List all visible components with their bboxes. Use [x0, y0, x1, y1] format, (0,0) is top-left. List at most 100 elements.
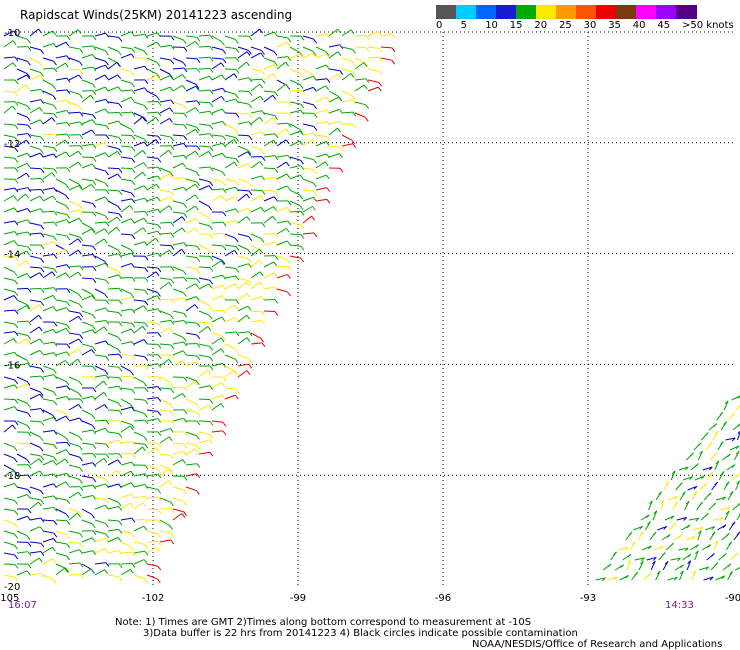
wind-barb-flag: [195, 448, 200, 454]
wind-barb-flag: [286, 259, 291, 264]
wind-barb: [302, 68, 313, 75]
wind-barb-flag: [194, 194, 199, 200]
wind-barb-flag: [25, 193, 29, 199]
wind-barb-flag: [53, 369, 57, 374]
wind-barb: [42, 352, 54, 356]
wind-barb-flag: [274, 155, 279, 160]
wind-barb: [172, 211, 184, 214]
wind-barb-flag: [221, 74, 226, 80]
wind-barb: [3, 240, 15, 246]
wind-barb: [68, 541, 80, 544]
wind-barb-flag: [155, 447, 160, 453]
wind-barb-flag: [91, 163, 96, 169]
legend-color-2: [476, 5, 497, 19]
wind-barb: [146, 90, 157, 97]
wind-barb: [16, 260, 27, 268]
wind-barb-flag: [170, 508, 175, 513]
wind-barb-flag: [222, 335, 226, 341]
wind-barb-flag: [14, 363, 19, 369]
wind-barb: [94, 497, 106, 501]
wind-barb: [172, 486, 184, 491]
wind-barb: [172, 101, 184, 106]
wind-barb: [697, 450, 703, 461]
wind-barb-flag: [143, 382, 148, 387]
wind-barb: [55, 200, 67, 207]
wind-barb: [159, 68, 170, 75]
wind-barb-flag: [365, 104, 370, 109]
wind-barb-flag: [300, 234, 305, 239]
wind-barb: [146, 271, 157, 279]
wind-barb: [276, 206, 288, 213]
wind-barb: [16, 362, 28, 367]
wind-barb: [3, 530, 15, 535]
wind-barb: [159, 409, 171, 412]
wind-barb: [55, 481, 66, 488]
wind-barb: [94, 86, 106, 92]
wind-barb: [146, 57, 158, 63]
wind-barb: [250, 319, 262, 323]
wind-barb: [107, 353, 120, 356]
wind-barb: [133, 33, 145, 37]
wind-barb-flag: [299, 205, 304, 210]
wind-barb: [107, 211, 119, 215]
wind-barb: [146, 175, 158, 180]
wind-barb-flag: [130, 482, 135, 488]
wind-barb: [159, 86, 171, 92]
wind-barb: [289, 156, 301, 161]
wind-barb-flag: [27, 133, 32, 138]
wind-barb-flag: [233, 304, 238, 310]
wind-barb: [237, 255, 249, 260]
wind-barb-flag: [53, 221, 58, 227]
wind-barb-flag: [182, 292, 187, 297]
wind-barb-flag: [65, 534, 70, 539]
wind-barb: [185, 321, 197, 324]
wind-barb: [3, 470, 14, 477]
wind-barb-flag: [143, 305, 148, 311]
wind-barb: [107, 57, 119, 64]
wind-barb-flag: [157, 363, 162, 368]
wind-barb-flag: [130, 328, 135, 334]
wind-barb-flag: [116, 62, 121, 67]
wind-barb-flag: [325, 85, 330, 91]
wind-barb: [81, 494, 93, 499]
wind-barb-flag: [234, 237, 239, 243]
wind-barb-flag: [673, 576, 678, 581]
wind-barb-flag: [719, 441, 724, 445]
wind-barb-flag: [209, 365, 214, 371]
wind-barb-flag: [77, 271, 82, 277]
wind-barb-flag: [274, 168, 279, 173]
wind-barb-flag: [222, 121, 227, 126]
wind-barb-flag: [92, 278, 97, 284]
wind-barb-flag: [104, 215, 109, 221]
wind-barb-flag: [169, 403, 174, 409]
wind-barb-flag: [689, 476, 693, 480]
wind-barb: [289, 109, 301, 114]
wind-barb: [211, 152, 223, 158]
wind-barb-flag: [14, 280, 19, 285]
wind-barb-flag: [157, 111, 162, 117]
wind-barb-flag: [130, 470, 135, 476]
wind-barb: [354, 34, 367, 37]
wind-barb: [276, 185, 288, 191]
wind-barb: [315, 134, 327, 138]
legend-color-1: [456, 5, 477, 19]
wind-barb-flag: [130, 568, 134, 574]
wind-barb: [81, 395, 93, 400]
wind-barb-flag: [234, 128, 239, 134]
wind-barb: [94, 504, 106, 510]
wind-barb: [94, 427, 106, 433]
wind-barb: [185, 183, 196, 191]
wind-barb: [29, 458, 40, 466]
wind-barb: [3, 497, 15, 502]
lon-tick-label: -90: [725, 593, 740, 604]
wind-barb: [237, 281, 247, 290]
wind-barb: [55, 385, 67, 389]
wind-barb: [81, 183, 92, 191]
wind-barb: [29, 431, 41, 438]
wind-barb-flag: [92, 314, 96, 319]
wind-barb: [16, 304, 27, 312]
wind-barb-flag: [634, 571, 639, 576]
wind-barb-flag: [26, 338, 31, 344]
wind-barb: [289, 165, 301, 169]
wind-barb-flag: [66, 214, 71, 219]
